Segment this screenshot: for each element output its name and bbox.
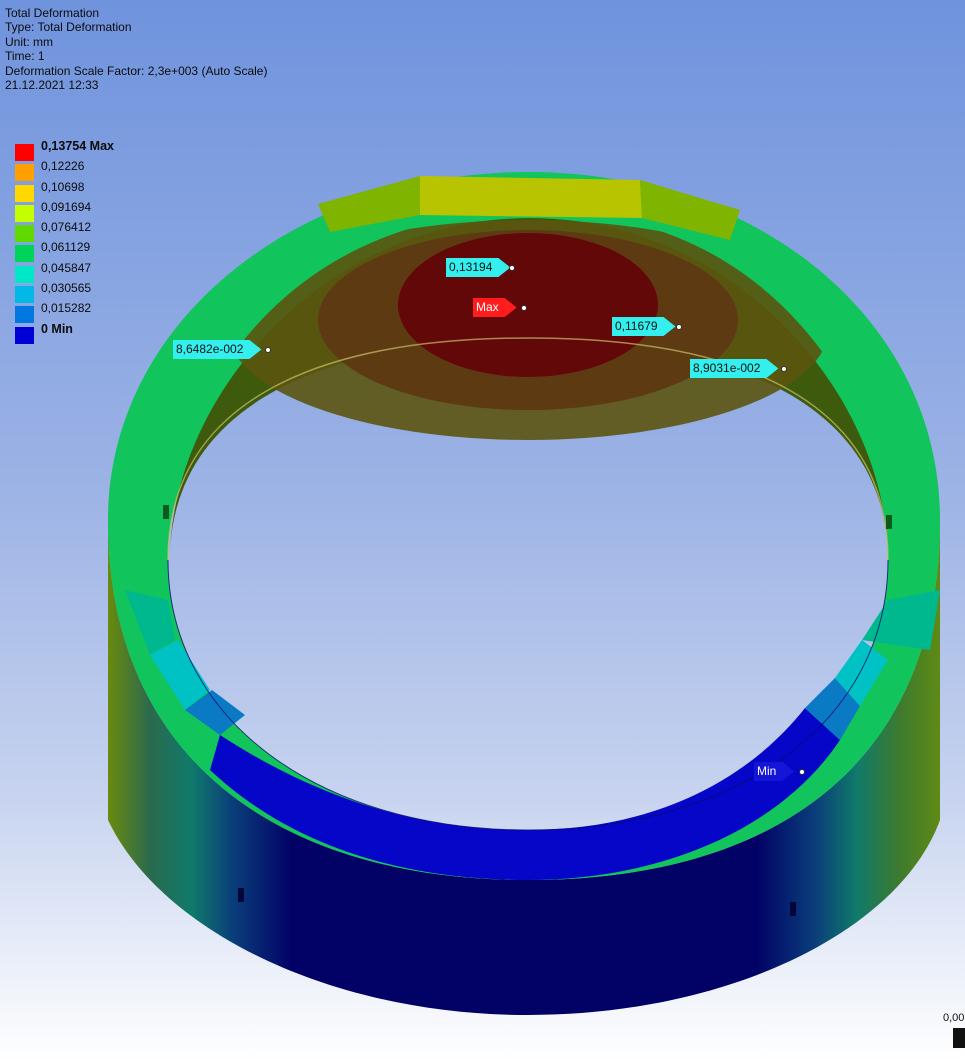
probe-label-0-13194[interactable]: 0,13194	[446, 258, 510, 277]
top-face-blue-zone	[210, 708, 840, 880]
inner-rim	[167, 337, 889, 561]
top-face-lime-zone-left	[318, 176, 420, 232]
result-unit: Unit: mm	[5, 34, 53, 49]
top-face-yellow-zone	[420, 176, 642, 218]
legend-swatch	[15, 184, 34, 202]
legend-swatch	[15, 144, 34, 161]
tab-bottom-right	[790, 902, 796, 916]
probe-point	[521, 305, 527, 311]
legend-swatch	[15, 326, 34, 344]
result-title: Total Deformation	[5, 6, 100, 20]
probe-label-8-6482e-002[interactable]: 8,6482e-002	[173, 340, 261, 359]
top-face-lime-zone-right	[640, 180, 740, 240]
legend-swatch	[15, 245, 34, 263]
probe-point	[781, 366, 787, 372]
top-face-cyan-zone-left	[150, 640, 210, 710]
result-time: Time: 1	[5, 49, 45, 64]
probe-label-min[interactable]: Min	[754, 762, 794, 781]
legend-swatch	[15, 265, 34, 283]
tab-bottom-left	[238, 888, 244, 902]
probe-label-0-11679[interactable]: 0,11679	[612, 317, 676, 336]
legend-label: 0,061129	[41, 240, 91, 255]
result-scale-factor: Deformation Scale Factor: 2,3e+003 (Auto…	[5, 63, 268, 78]
probe-label-max[interactable]: Max	[473, 298, 517, 317]
probe-point	[799, 769, 805, 775]
scale-ruler-bar	[953, 1028, 965, 1048]
legend-label: 0,076412	[41, 220, 92, 235]
tab-left	[163, 505, 169, 519]
probe-label-8-9031e-002[interactable]: 8,9031e-002	[690, 359, 778, 378]
top-face-teal-zone-left	[125, 590, 175, 655]
top-face-blueish-zone-right	[805, 678, 860, 740]
legend-swatch	[15, 204, 34, 222]
top-face-blueish-zone-left	[185, 690, 245, 735]
tab-right	[886, 515, 892, 529]
probe-point	[676, 324, 682, 330]
legend-label: 0,030565	[41, 281, 92, 296]
top-face-cyan-zone-right	[835, 640, 888, 706]
inner-rim-lower	[167, 559, 889, 831]
legend-swatch	[15, 225, 34, 243]
inner-wall-max-zone	[398, 233, 658, 377]
result-timestamp: 21.12.2021 12:33	[5, 77, 99, 92]
top-face-teal-zone-right	[862, 590, 940, 650]
legend-label: 0,045847	[41, 260, 92, 275]
result-header: Total Deformation Type: Total Deformatio…	[5, 6, 267, 92]
legend-swatch	[15, 164, 34, 182]
legend-swatch	[15, 286, 34, 304]
legend-label: 0,10698	[41, 179, 85, 194]
outer-wall	[108, 520, 940, 1015]
probe-point	[509, 265, 515, 271]
legend-label: 0,015282	[41, 301, 92, 316]
legend-label: 0,12226	[41, 159, 85, 174]
legend-label-max: 0,13754 Max	[41, 139, 114, 153]
scale-ruler-label: 0,00	[943, 1012, 965, 1024]
legend-swatch	[15, 306, 34, 324]
probe-point	[265, 347, 271, 353]
legend-label-min: 0 Min	[41, 321, 73, 336]
result-type: Type: Total Deformation	[5, 20, 132, 35]
legend-label: 0,091694	[41, 199, 92, 214]
